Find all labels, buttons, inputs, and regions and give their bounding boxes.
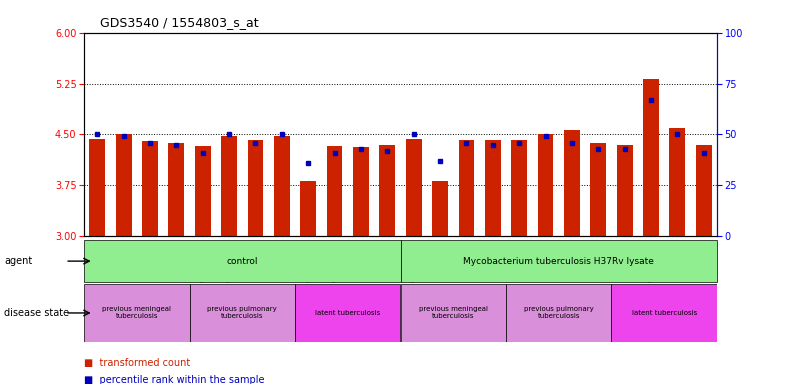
Bar (90, 139, 105, 236)
Bar (168, 143, 184, 236)
Bar (400, 240, 717, 282)
Bar (696, 145, 711, 236)
Bar (300, 180, 316, 236)
Bar (643, 79, 659, 236)
Text: previous meningeal
tuberculosis: previous meningeal tuberculosis (103, 306, 171, 319)
Bar (564, 130, 580, 236)
Bar (537, 134, 553, 236)
Bar (84, 284, 190, 342)
Text: disease state: disease state (4, 308, 69, 318)
Bar (433, 180, 448, 236)
Bar (195, 146, 211, 236)
Bar (670, 127, 686, 236)
Text: previous pulmonary
tuberculosis: previous pulmonary tuberculosis (207, 306, 277, 319)
Bar (353, 147, 368, 236)
Bar (221, 136, 237, 236)
Bar (190, 284, 295, 342)
Bar (506, 284, 611, 342)
Bar (142, 141, 158, 236)
Text: latent tuberculosis: latent tuberculosis (315, 310, 380, 316)
Bar (485, 140, 501, 236)
Bar (248, 140, 264, 236)
Text: ■  transformed count: ■ transformed count (84, 358, 191, 368)
Bar (295, 284, 400, 342)
Text: previous pulmonary
tuberculosis: previous pulmonary tuberculosis (524, 306, 594, 319)
Text: ■  percentile rank within the sample: ■ percentile rank within the sample (84, 375, 264, 384)
Bar (400, 284, 506, 342)
Bar (611, 284, 717, 342)
Text: agent: agent (4, 256, 32, 266)
Bar (274, 136, 290, 236)
Bar (511, 140, 527, 236)
Text: latent tuberculosis: latent tuberculosis (631, 310, 697, 316)
Bar (327, 146, 343, 236)
Text: GDS3540 / 1554803_s_at: GDS3540 / 1554803_s_at (100, 16, 259, 29)
Text: Mycobacterium tuberculosis H37Rv lysate: Mycobacterium tuberculosis H37Rv lysate (463, 257, 654, 266)
Bar (84, 240, 401, 282)
Bar (116, 134, 131, 236)
Bar (590, 143, 606, 236)
Bar (617, 145, 633, 236)
Text: control: control (227, 257, 258, 266)
Bar (406, 139, 421, 236)
Text: previous meningeal
tuberculosis: previous meningeal tuberculosis (419, 306, 488, 319)
Bar (380, 145, 395, 236)
Bar (458, 140, 474, 236)
